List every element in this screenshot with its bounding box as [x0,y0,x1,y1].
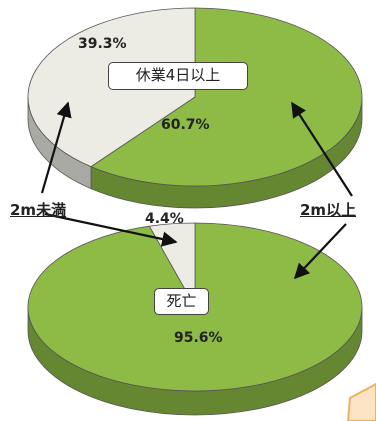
top-pie-value-label-under-2m: 39.3% [78,36,127,52]
arrow-under-2m-top [40,101,72,194]
arrow-under-2m-bottom [44,212,178,247]
top-pie-title-box: 休業4日以上 [108,62,248,90]
bottom-pie-value-label-under-2m: 4.4% [145,211,184,227]
bottom-pie-title-box: 死亡 [154,288,209,315]
corner-decoration [346,382,376,421]
bottom-pie-slice-under-2m [148,222,196,309]
top-pie-value-label-over-2m: 60.7% [161,117,210,133]
bottom-pie-value-label-over-2m: 95.6% [174,330,223,346]
arrow-over-2m-top [291,101,353,197]
arrow-over-2m-bottom [293,223,347,280]
callout-under-2m: 2m未満 [10,201,67,219]
callout-over-2m: 2m以上 [300,201,357,219]
top-pie-slice-over-2m [90,7,363,187]
